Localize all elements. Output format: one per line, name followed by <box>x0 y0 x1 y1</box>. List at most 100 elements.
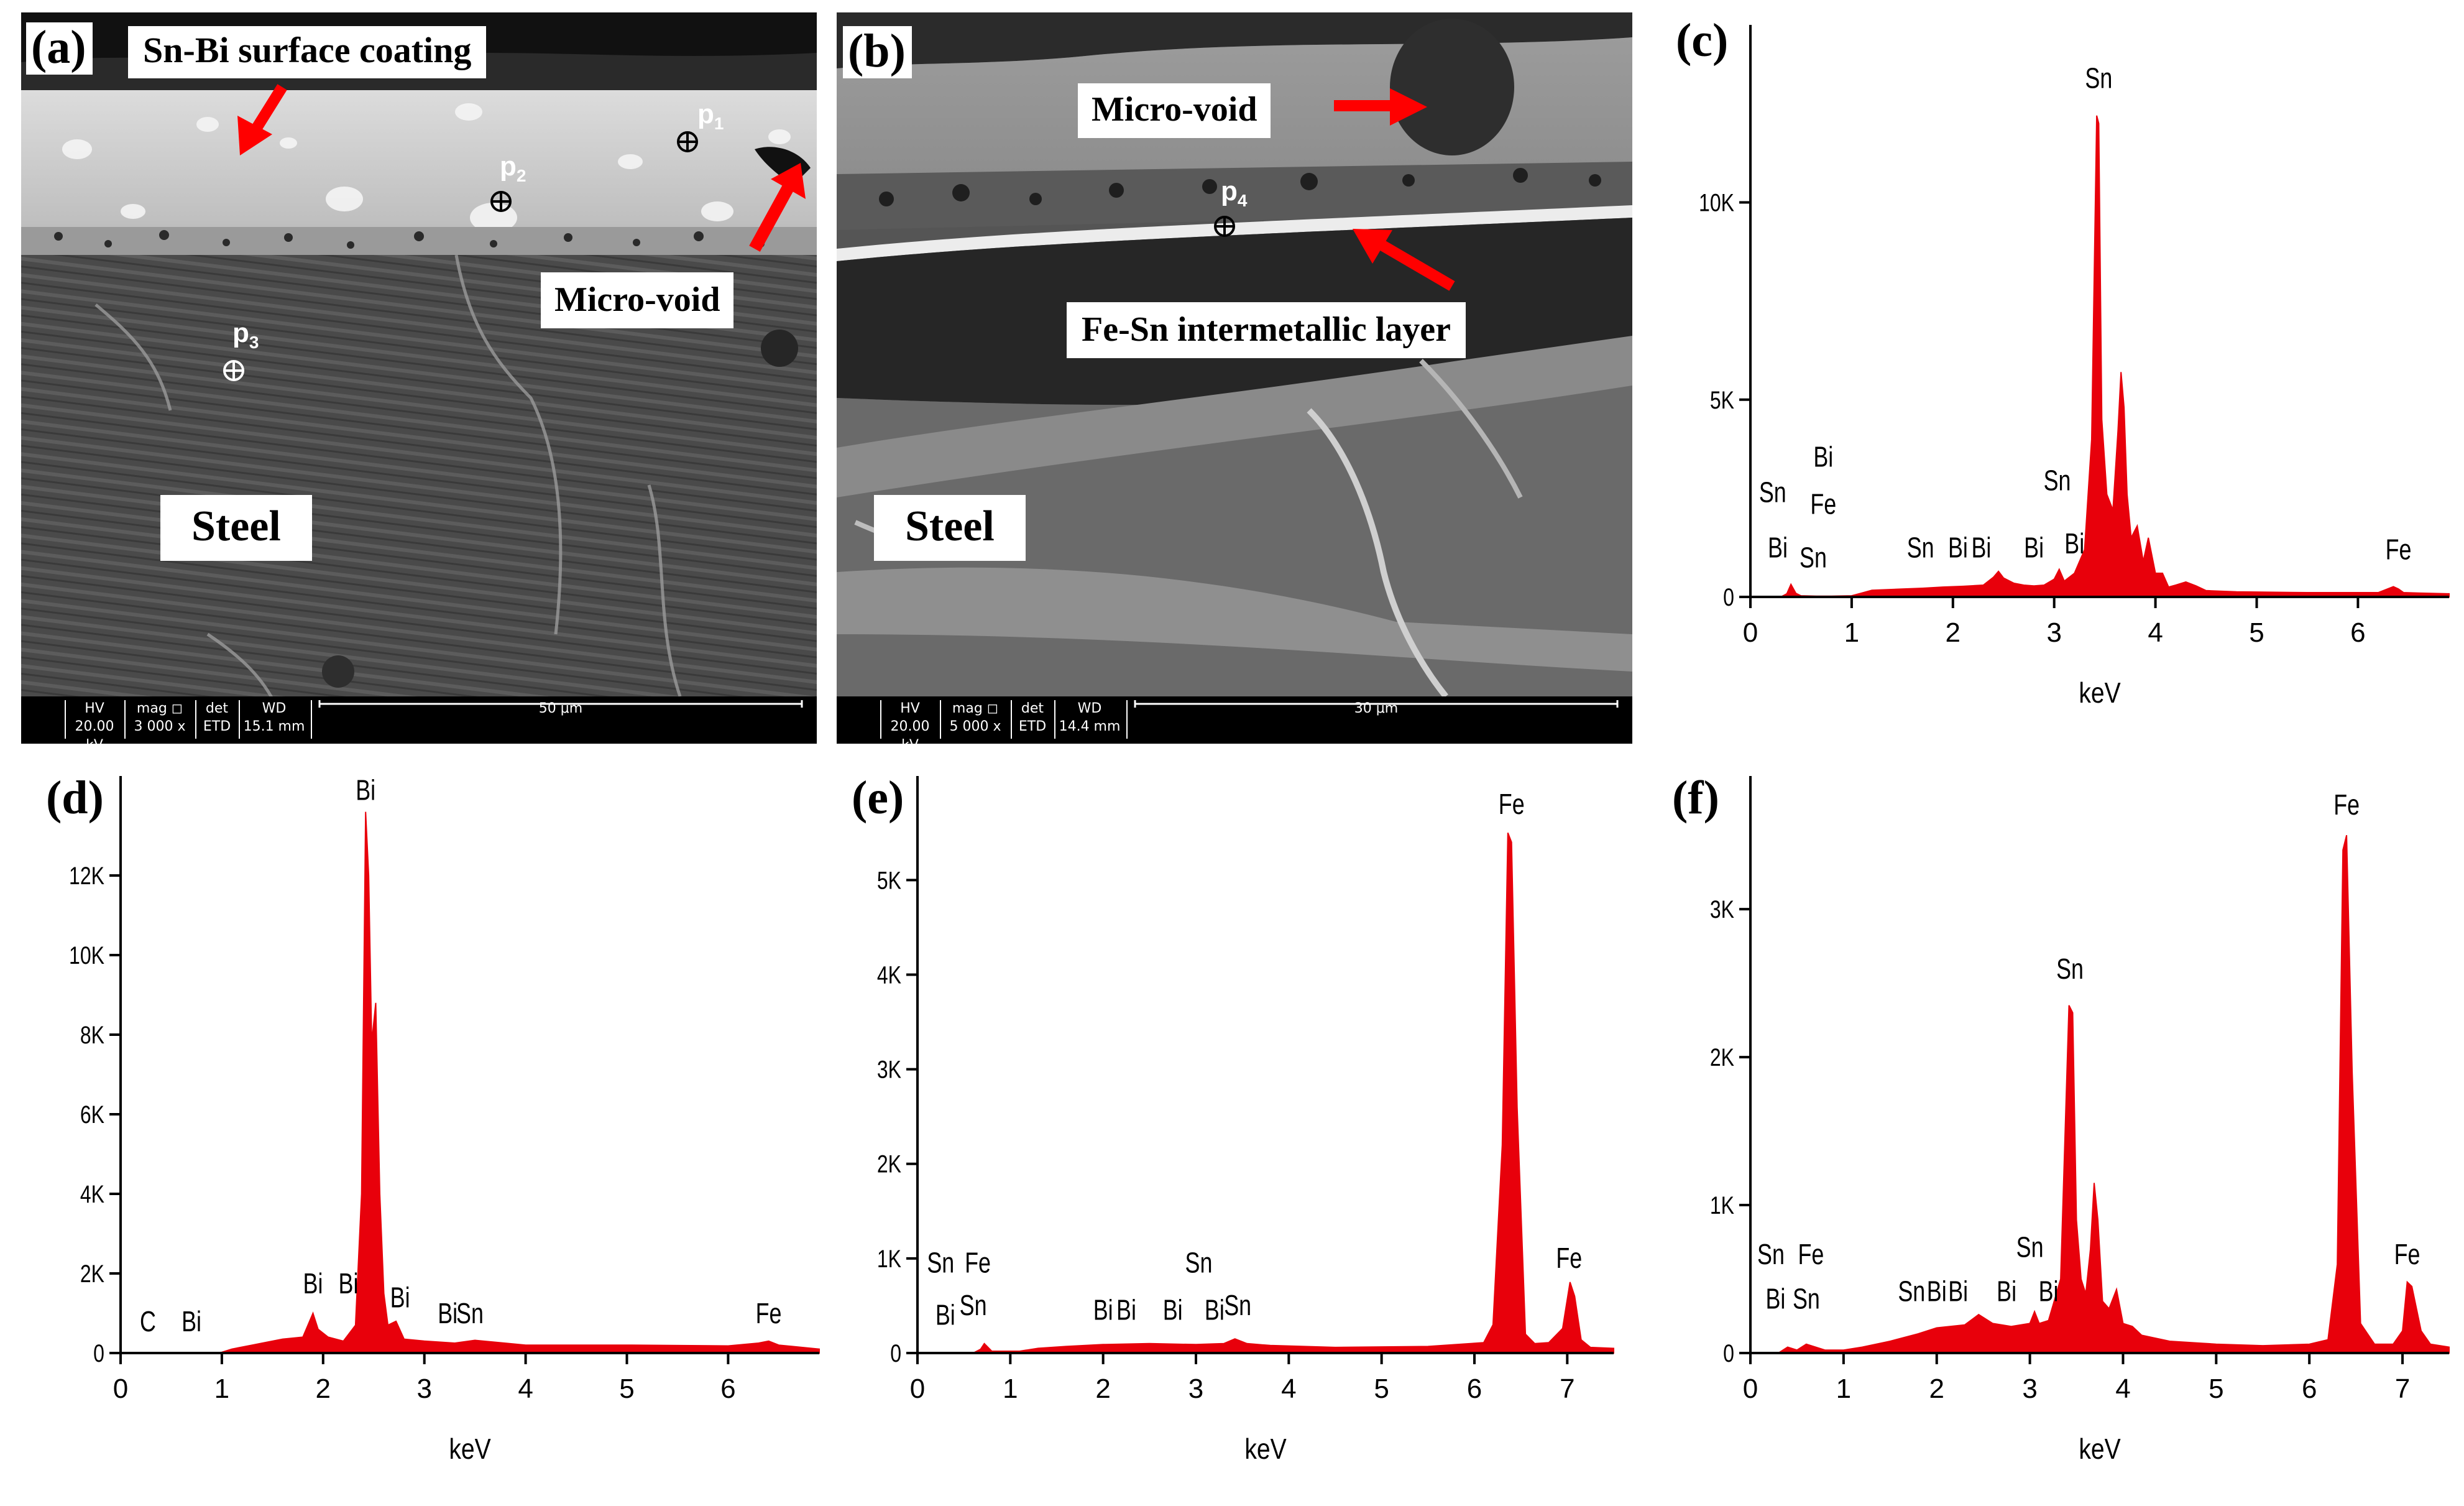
x-tick-label: 0 <box>1743 1374 1758 1404</box>
x-tick-label: 1 <box>1836 1374 1851 1404</box>
y-tick-label: 5K <box>877 866 901 894</box>
steel-label-b: Steel <box>874 495 1026 561</box>
panel-label-f: (f) <box>1672 772 1719 824</box>
crosshair-icon <box>490 191 512 212</box>
hv-value: 20.00 kV <box>890 719 930 744</box>
peak-label: Sn <box>1800 542 1827 573</box>
peak-label: Bi <box>1093 1294 1113 1326</box>
mag-value: 5 000 x <box>949 719 1001 734</box>
peak-label: C <box>140 1306 156 1337</box>
eds-spectrum-e: (e) 0 1K 2K 3K 4K 5K 0 1 2 3 4 5 6 7 keV Sn Bi Fe Sn Bi Bi Bi S… <box>837 764 1645 1504</box>
scale-bar <box>1134 700 1619 708</box>
peak-label: Bi <box>339 1268 359 1300</box>
y-tick-label: 8K <box>80 1021 104 1049</box>
x-tick-label: 7 <box>2395 1374 2410 1404</box>
det-label: det <box>205 701 229 716</box>
panel-label-a: (a) <box>26 22 93 75</box>
panel-label-d: (d) <box>46 772 104 824</box>
chart-svg: (d) 0 2K 4K 6K 8K 10K 12K 0 1 2 3 4 5 6 keV C Bi Bi Bi Bi Bi B… <box>46 772 820 1466</box>
y-tick-label: 0 <box>1723 583 1734 611</box>
x-tick-label: 0 <box>113 1374 128 1404</box>
peak-label: Sn <box>927 1247 954 1278</box>
peak-label: Sn <box>2016 1231 2044 1263</box>
x-tick-label: 0 <box>910 1374 925 1404</box>
scale-bar <box>318 700 803 708</box>
y-tick-label: 3K <box>877 1055 901 1083</box>
x-tick-label: 3 <box>2046 617 2061 648</box>
micro-void-label-a: Micro-void <box>541 272 734 328</box>
peak-label: Bi <box>1163 1294 1183 1326</box>
det-value: ETD <box>1018 719 1047 734</box>
y-tick-label: 10K <box>69 941 104 969</box>
peak-label: Bi <box>2039 1275 2059 1307</box>
peak-label: Bi <box>356 774 375 806</box>
x-tick-label: 2 <box>1946 617 1961 648</box>
micro-void-label-b: Micro-void <box>1078 83 1271 138</box>
point-name: p <box>232 318 249 348</box>
peak-label: Sn <box>1224 1290 1251 1321</box>
wd-label: WD <box>1077 701 1102 716</box>
x-tick-label: 4 <box>2115 1374 2130 1404</box>
peak-label: Sn <box>2056 953 2084 985</box>
mag-label: mag ◻ <box>136 701 183 716</box>
x-tick-label: 3 <box>2022 1374 2037 1404</box>
steel-label-a: Steel <box>160 495 312 561</box>
crosshair-icon <box>223 360 244 381</box>
eds-spectrum-c: (c) 0 5K 10K 0 1 2 3 4 5 6 keV Sn Bi Bi Fe Sn Sn Bi Bi Bi Sn B… <box>1651 12 2459 744</box>
peak-label: Bi <box>1813 441 1833 473</box>
peak-label: Bi <box>390 1282 410 1313</box>
eds-spectrum-d: (d) 0 2K 4K 6K 8K 10K 12K 0 1 2 3 4 5 6 keV C Bi Bi Bi Bi Bi B… <box>21 764 829 1504</box>
x-axis-title: keV <box>2079 1433 2121 1466</box>
fe-sn-layer-label: Fe-Sn intermetallic layer <box>1067 302 1466 358</box>
x-tick-label: 7 <box>1560 1374 1574 1404</box>
peak-label: Sn <box>2044 464 2071 496</box>
x-tick-label: 1 <box>214 1374 229 1404</box>
hv-label: HV <box>900 701 920 716</box>
arrows-a <box>237 84 806 252</box>
peak-label: Bi <box>1971 532 1991 563</box>
peak-label: Fe <box>965 1247 991 1278</box>
peak-label: Fe <box>1556 1242 1582 1274</box>
peak-label: Bi <box>1766 1283 1786 1314</box>
y-tick-label: 2K <box>1710 1043 1734 1071</box>
point-index: 1 <box>714 113 724 133</box>
peak-label: Bi <box>1205 1294 1225 1326</box>
sem-image-b: (b) Micro-void Fe-Sn intermetallic layer… <box>837 12 1632 744</box>
arrows-b <box>1334 88 1455 291</box>
hv-label: HV <box>85 701 104 716</box>
x-tick-label: 2 <box>1095 1374 1110 1404</box>
peak-label: Sn <box>1757 1239 1785 1270</box>
peak-label: Bi <box>1927 1275 1947 1307</box>
spectrum-area <box>121 811 820 1354</box>
peak-label: Sn <box>1759 476 1786 508</box>
arrow-void-b <box>1390 88 1427 126</box>
y-tick-label: 1K <box>1710 1191 1734 1219</box>
y-tick-label: 3K <box>1710 895 1734 923</box>
peak-label: Bi <box>438 1298 457 1329</box>
crosshair-icon <box>677 131 698 152</box>
peak-label: Fe <box>2386 534 2412 565</box>
peak-label: Fe <box>1798 1239 1824 1270</box>
panel-label-e: (e) <box>852 772 904 824</box>
y-tick-label: 0 <box>890 1339 901 1367</box>
peak-label: Fe <box>756 1298 782 1329</box>
sem-texture-a <box>21 12 817 744</box>
peak-label: Bi <box>1948 532 1968 563</box>
y-tick-label: 2K <box>877 1150 901 1178</box>
y-tick-label: 5K <box>1710 386 1734 413</box>
point-index: 3 <box>249 332 259 352</box>
panel-label-b: (b) <box>843 26 912 78</box>
point-index: 2 <box>516 165 526 185</box>
wd-label: WD <box>262 701 287 716</box>
mag-label: mag ◻ <box>952 701 999 716</box>
y-tick-label: 1K <box>877 1244 901 1272</box>
peak-label: Sn <box>1907 532 1934 563</box>
y-tick-label: 0 <box>93 1339 104 1367</box>
x-axis-title: keV <box>2079 677 2121 709</box>
x-tick-label: 6 <box>2302 1374 2317 1404</box>
x-tick-label: 6 <box>720 1374 735 1404</box>
peak-label: Bi <box>2024 532 2044 563</box>
x-tick-label: 6 <box>2350 617 2365 648</box>
